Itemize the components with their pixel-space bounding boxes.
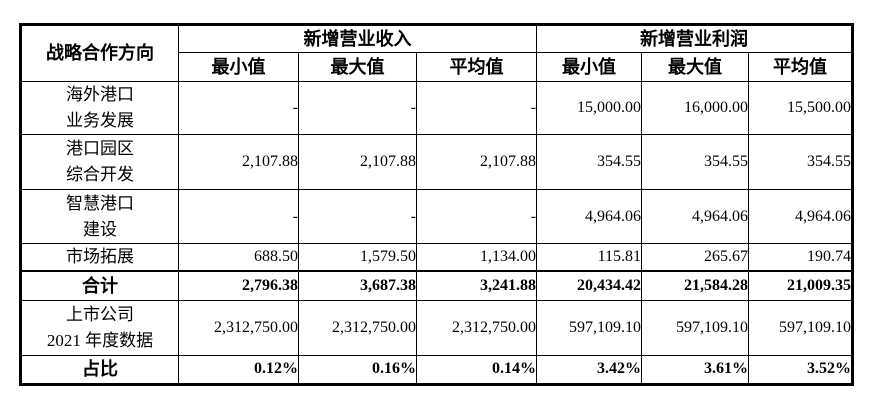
cell: 3,241.88: [415, 270, 538, 301]
table-row: 市场拓展 688.50 1,579.50 1,134.00 115.81 265…: [20, 243, 854, 272]
cell: 688.50: [178, 243, 299, 272]
table-row-ratio: 占比 0.12% 0.16% 0.14% 3.42% 3.61% 3.52%: [20, 354, 854, 385]
cell: 354.55: [748, 134, 854, 190]
cell: 3.42%: [536, 354, 643, 385]
cell: 15,000.00: [536, 81, 643, 135]
group-header-revenue: 新增营业收入: [177, 24, 538, 53]
row-label-line: 智慧港口: [66, 193, 134, 213]
table-row: 海外港口 业务发展 - - - 15,000.00 16,000.00 15,5…: [20, 81, 854, 135]
row-label: 海外港口 业务发展: [20, 81, 179, 135]
cell: 2,107.88: [298, 134, 417, 190]
table-row: 上市公司 2021 年度数据 2,312,750.00 2,312,750.00…: [20, 299, 854, 356]
cell: 3,687.38: [298, 270, 417, 301]
cell: 2,312,750.00: [298, 299, 417, 356]
header-row-groups: 战略合作方向 新增营业收入 新增营业利润: [20, 24, 854, 82]
subheader-avg-profit: 平均值: [748, 52, 854, 82]
table-row: 港口园区 综合开发 2,107.88 2,107.88 2,107.88 354…: [20, 134, 854, 190]
strategic-cooperation-table: 战略合作方向 新增营业收入 新增营业利润 最小值 最大值 平均值 最小值 最大值…: [19, 23, 855, 386]
row-label: 上市公司 2021 年度数据: [20, 299, 179, 356]
cell: -: [415, 189, 538, 244]
cell: 4,964.06: [748, 189, 854, 244]
row-label-line: 合计: [82, 275, 118, 296]
row-label: 智慧港口 建设: [20, 189, 179, 244]
cell: 15,500.00: [748, 81, 854, 135]
cell: 0.12%: [178, 354, 299, 385]
cell: -: [298, 81, 417, 135]
row-label-line: 2021 年度数据: [46, 330, 154, 350]
row-label-line: 港口园区: [66, 139, 134, 158]
cell: 354.55: [536, 134, 643, 190]
cell: 4,964.06: [641, 189, 750, 244]
cell: 2,312,750.00: [178, 299, 299, 356]
row-label-line: 综合开发: [66, 165, 134, 184]
row-label: 占比: [20, 354, 179, 385]
subheader-min-revenue: 最小值: [178, 52, 299, 82]
cell: 2,107.88: [178, 134, 299, 190]
cell: 4,964.06: [536, 189, 643, 244]
cell: 1,134.00: [415, 243, 538, 272]
cell: 3.61%: [641, 354, 750, 385]
row-label: 港口园区 综合开发: [20, 134, 179, 190]
row-label: 市场拓展: [20, 243, 179, 272]
cell: 16,000.00: [641, 81, 750, 135]
cell: 2,107.88: [415, 134, 538, 190]
subheader-max-profit: 最大值: [641, 52, 750, 82]
cell: -: [298, 189, 417, 244]
table-row: 智慧港口 建设 - - - 4,964.06 4,964.06 4,964.06: [20, 189, 854, 244]
header-row-stats: 最小值 最大值 平均值 最小值 最大值 平均值: [21, 52, 854, 82]
row-label: 合计: [20, 270, 179, 301]
cell: 3.52%: [748, 354, 854, 385]
cell: -: [178, 81, 299, 135]
group-header-profit: 新增营业利润: [536, 24, 854, 53]
cell: 190.74: [748, 243, 854, 272]
cell: -: [178, 189, 299, 244]
row-label-line: 占比: [82, 359, 118, 379]
row-label-line: 业务发展: [66, 111, 134, 130]
row-label-line: 海外港口: [66, 85, 134, 104]
cell: -: [415, 81, 538, 135]
cell: 354.55: [641, 134, 750, 190]
cell: 597,109.10: [641, 299, 750, 356]
cell: 597,109.10: [536, 299, 643, 356]
cell: 115.81: [536, 243, 643, 272]
cell: 21,584.28: [641, 270, 750, 301]
cell: 265.67: [641, 243, 750, 272]
subheader-min-profit: 最小值: [536, 52, 643, 82]
subheader-avg-revenue: 平均值: [415, 52, 538, 82]
cell: 1,579.50: [298, 243, 417, 272]
cell: 20,434.42: [536, 270, 643, 301]
row-label-line: 建设: [83, 219, 117, 239]
cell: 2,796.38: [178, 270, 299, 301]
row-label-line: 市场拓展: [66, 247, 134, 266]
cell: 597,109.10: [748, 299, 854, 356]
row-label-line: 上市公司: [66, 304, 134, 324]
subheader-max-revenue: 最大值: [298, 52, 417, 82]
cell: 0.16%: [298, 354, 417, 385]
financial-table-container: 战略合作方向 新增营业收入 新增营业利润 最小值 最大值 平均值 最小值 最大值…: [19, 23, 855, 386]
table-row-total: 合计 2,796.38 3,687.38 3,241.88 20,434.42 …: [20, 270, 854, 301]
cell: 21,009.35: [748, 270, 854, 301]
corner-header: 战略合作方向: [20, 24, 179, 82]
cell: 2,312,750.00: [415, 299, 538, 356]
cell: 0.14%: [415, 354, 538, 385]
